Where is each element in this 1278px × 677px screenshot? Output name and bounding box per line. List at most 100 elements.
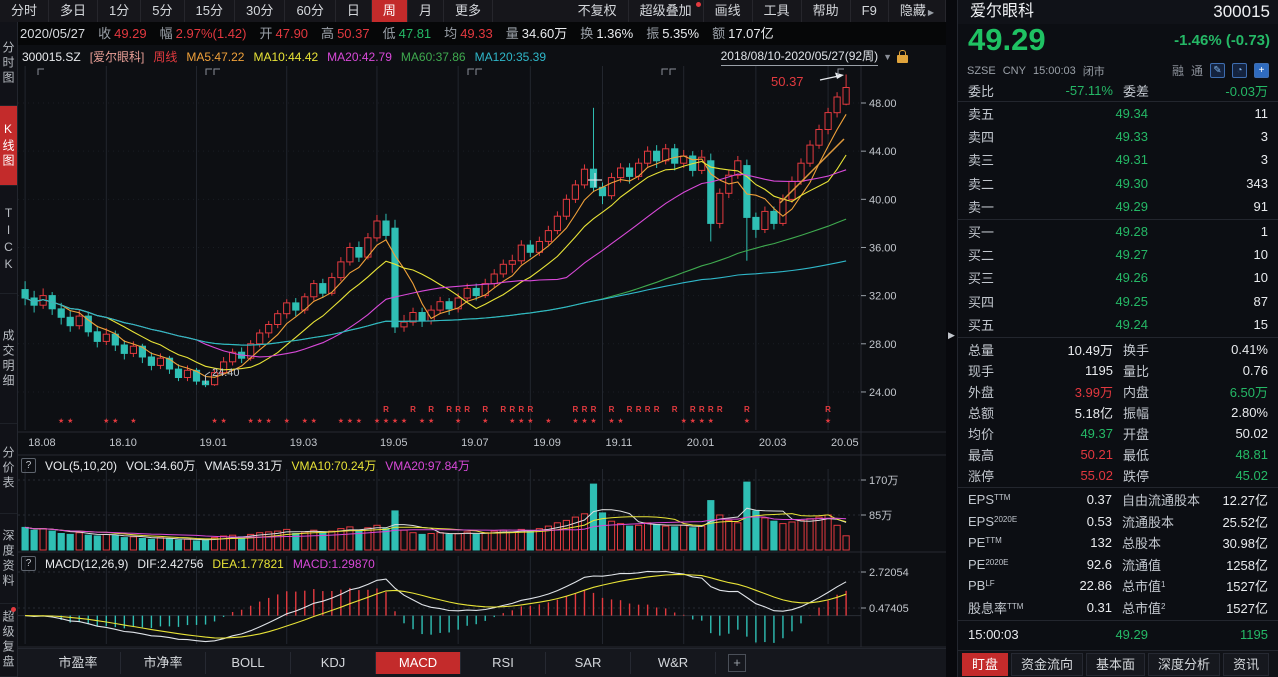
ask-row: 卖二 49.30 343	[958, 172, 1278, 195]
panel-tab-资讯[interactable]: 资讯	[1223, 653, 1270, 676]
sidebar-item-超级复盘[interactable]: 超级复盘	[0, 604, 17, 677]
stat-label: 跌停	[1123, 469, 1150, 484]
menu-item-工具[interactable]: 工具	[753, 0, 802, 22]
indicator-tab-市净率[interactable]: 市净率	[121, 652, 206, 674]
stats-row: 现手 1195 量比 0.76	[958, 360, 1278, 381]
stock-header: 爱尔眼科 300015	[958, 0, 1278, 24]
pencil-icon[interactable]: ✎	[1210, 63, 1225, 78]
volume-label: VOL(5,10,20)	[45, 458, 118, 473]
field-label: 额	[712, 26, 726, 41]
menu-tab-周[interactable]: 周	[371, 0, 408, 22]
menu-tab-60分[interactable]: 60分	[285, 0, 336, 22]
menu-tab-1分[interactable]: 1分	[98, 0, 142, 22]
fin-label: 自由流通股本	[1122, 493, 1201, 509]
panel-tab-盯盘[interactable]: 盯盘	[962, 653, 1009, 676]
svg-text:★: ★	[581, 417, 587, 425]
panel-tab-深度分析[interactable]: 深度分析	[1148, 653, 1221, 676]
lock-icon[interactable]	[897, 49, 908, 63]
sidebar-item-K线图[interactable]: K线图	[0, 106, 17, 186]
indicator-tab-市盈率[interactable]: 市盈率	[36, 652, 121, 674]
svg-text:★: ★	[347, 417, 353, 425]
menu-tab-多日[interactable]: 多日	[49, 0, 99, 22]
indicator-tab-KDJ[interactable]: KDJ	[291, 652, 376, 674]
chevron-down-icon[interactable]: ▼	[883, 51, 892, 62]
stat-label: 涨停	[968, 469, 995, 484]
stats-row: 总额 5.18亿 振幅 2.80%	[958, 402, 1278, 423]
menu-item-画线[interactable]: 画线	[704, 0, 753, 22]
svg-text:★: ★	[527, 417, 533, 425]
svg-text:★: ★	[545, 417, 551, 425]
menu-tab-更多[interactable]: 更多	[444, 0, 493, 22]
top-menu-bar: 分时 多日 1分 5分 15分 30分 60分日周月更多 不复权 超级叠加 画线 工具 帮助 F9 隐藏 ▶	[0, 0, 946, 22]
stat-label: 最高	[968, 448, 995, 463]
menu-item-不复权[interactable]: 不复权	[567, 0, 629, 22]
indicator-tab-BOLL[interactable]: BOLL	[206, 652, 291, 674]
menu-tab-日[interactable]: 日	[336, 0, 372, 22]
menu-tab-30分[interactable]: 30分	[235, 0, 286, 22]
range-selector[interactable]: 2018/08/10-2020/05/27(92周) ▼	[720, 47, 908, 66]
help-icon[interactable]: ?	[21, 556, 36, 571]
queue-price: 49.30	[1115, 175, 1148, 191]
fin-value: 132	[1090, 535, 1112, 551]
menu-item-超级叠加[interactable]: 超级叠加	[629, 0, 704, 22]
fin-label-sup: 1	[1161, 580, 1166, 590]
bid-row: 买五 49.24 15	[958, 313, 1278, 336]
fin-value: 0.53	[1086, 513, 1112, 529]
menu-tab-15分[interactable]: 15分	[185, 0, 235, 22]
panel-tab-基本面[interactable]: 基本面	[1086, 653, 1146, 676]
sidebar-item-TICK[interactable]: TICK	[0, 186, 17, 294]
svg-text:R: R	[446, 405, 452, 414]
svg-text:28.00: 28.00	[869, 339, 897, 351]
svg-text:19.05: 19.05	[380, 437, 408, 449]
fin-label: 总市值2	[1122, 600, 1166, 616]
svg-text:★: ★	[608, 417, 614, 425]
menu-item-F9[interactable]: F9	[851, 0, 889, 22]
queue-price: 49.25	[1115, 293, 1148, 309]
svg-text:★: ★	[518, 417, 524, 425]
menu-item-帮助[interactable]: 帮助	[802, 0, 851, 22]
alert-icon[interactable]: ◔	[1232, 63, 1247, 78]
indicator-tab-bar: 市盈率 市净率 BOLL KDJ MACD RSI SAR W&R +	[18, 648, 946, 677]
range-label[interactable]: 2018/08/10-2020/05/27(92周)	[720, 47, 879, 66]
svg-text:R: R	[708, 405, 714, 414]
add-indicator-button[interactable]: +	[728, 654, 746, 672]
field-label: 换	[580, 26, 594, 41]
queue-price: 49.31	[1115, 152, 1148, 168]
sidebar-item-成交明细[interactable]: 成交明细	[0, 294, 17, 424]
svg-text:R: R	[636, 405, 642, 414]
kline-chart[interactable]: 48.00 44.00 40.00 36.00 32.00 28.00 24.00 18.08…	[18, 45, 946, 648]
collapse-arrow-icon[interactable]: ▶	[948, 330, 955, 340]
menu-tab-月[interactable]: 月	[408, 0, 444, 22]
price-pane-header: 300015.SZ [爱尔眼科] 周线 MA5:47.22 MA10:44.42 M…	[22, 48, 546, 65]
svg-text:R: R	[654, 405, 660, 414]
menu-tab-分时[interactable]: 分时	[0, 0, 50, 22]
indicator-tab-MACD[interactable]: MACD	[376, 652, 461, 674]
sidebar-item-分时图[interactable]: 分时图	[0, 22, 17, 106]
add-watchlist-icon[interactable]: +	[1254, 63, 1269, 78]
svg-text:★: ★	[374, 417, 380, 425]
fin-label-sup: 2020E	[994, 514, 1018, 524]
svg-text:R: R	[455, 405, 461, 414]
notification-dot	[11, 607, 16, 612]
quote-info-bar: 2020/05/27 收 49.29 幅 2.97%(1.42) 开 47.90 高 50.37…	[0, 22, 946, 45]
stat-value: 50.21	[1080, 447, 1113, 462]
svg-text:★: ★	[681, 417, 687, 425]
field-value: 1.36%	[596, 26, 634, 41]
axis-labels-layer: 48.00 44.00 40.00 36.00 32.00 28.00 24.00 18.08…	[28, 98, 909, 615]
indicator-tab-SAR[interactable]: SAR	[546, 652, 631, 674]
help-icon[interactable]: ?	[21, 458, 36, 473]
fundamental-row: PE2020E 92.6 流通值 1258亿	[958, 554, 1278, 576]
queue-volume: 91	[1253, 198, 1268, 214]
indicator-tab-W&R[interactable]: W&R	[631, 652, 716, 674]
menu-tab-5分[interactable]: 5分	[141, 0, 185, 22]
svg-text:★: ★	[572, 417, 578, 425]
svg-text:★: ★	[509, 417, 515, 425]
menu-item-隐藏[interactable]: 隐藏 ▶	[889, 0, 946, 22]
panel-tab-资金流向[interactable]: 资金流向	[1011, 653, 1084, 676]
indicator-tab-RSI[interactable]: RSI	[461, 652, 546, 674]
svg-text:★: ★	[690, 417, 696, 425]
sidebar-item-深度资料[interactable]: 深度资料	[0, 514, 17, 604]
sidebar-item-分价表[interactable]: 分价表	[0, 424, 17, 514]
svg-text:★: ★	[311, 417, 317, 425]
